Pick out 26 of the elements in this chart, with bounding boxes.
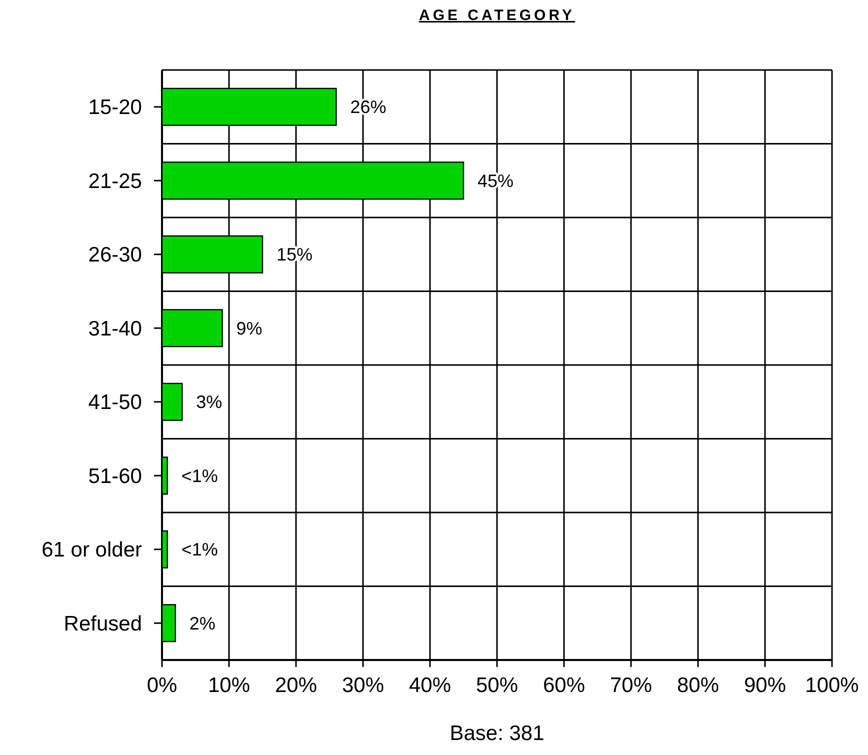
y-tick-label: 41-50 [88,391,142,414]
data-label: 3% [196,392,222,412]
x-tick-label: 70% [610,674,652,697]
chart-title: AGE CATEGORY [418,7,576,24]
x-tick-label: 50% [476,674,518,697]
y-tick-label: 31-40 [88,317,142,340]
y-tick-label: 26-30 [88,244,142,267]
x-tick-label: 90% [744,674,786,697]
x-tick-label: 100% [805,674,859,697]
text: Base: 381 [450,722,544,745]
x-tick-label: 30% [342,674,384,697]
y-tick-label: Refused [64,612,142,636]
x-tick-label: 20% [274,674,318,697]
data-label: 9% [236,318,262,338]
y-tick-label: 61 or older [42,538,142,562]
x-tick-label: 60% [542,674,586,697]
y-tick-label: 15-20 [88,96,142,120]
y-tick-label: 21-25 [88,170,142,193]
data-label: <1% [181,466,218,486]
data-label: 2% [189,613,216,634]
x-tick-label: 0% [146,674,178,697]
y-tick-label: 51-60 [88,464,142,488]
x-tick-label: 80% [676,674,720,697]
data-label: <1% [181,540,218,560]
x-tick-label: 40% [408,674,452,697]
x-tick-label: 10% [208,674,250,697]
